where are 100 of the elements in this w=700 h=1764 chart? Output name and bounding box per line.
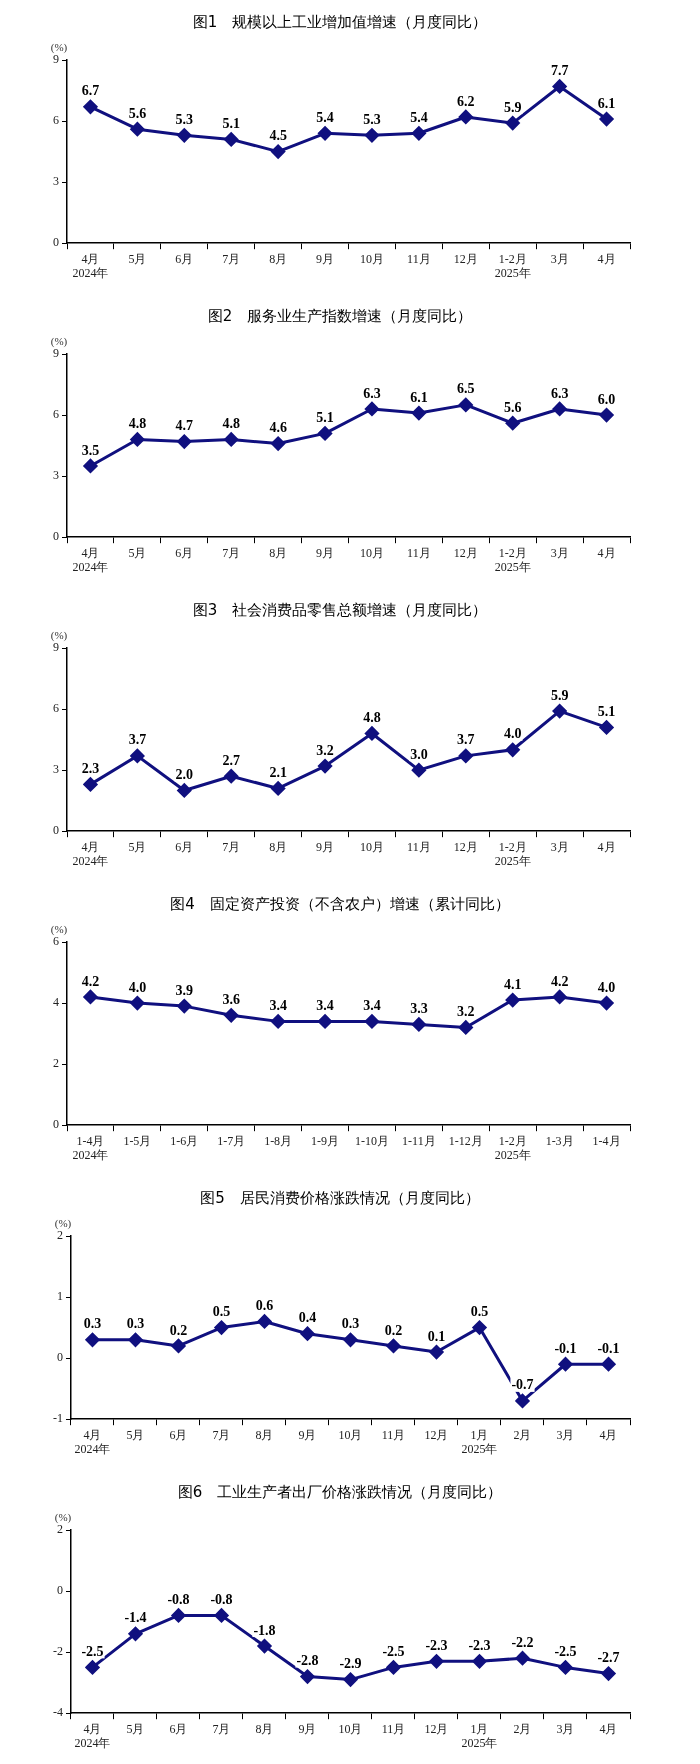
x-tick-label: 1-10月 xyxy=(354,1133,389,1148)
y-axis-title: (%) xyxy=(54,1511,72,1525)
data-label: 6.5 xyxy=(457,381,475,397)
data-label: -0.8 xyxy=(167,1592,190,1608)
x-tick-label: 1-8月 xyxy=(264,1133,293,1148)
data-label: 3.4 xyxy=(363,998,381,1013)
data-label: -2.2 xyxy=(511,1634,534,1650)
y-tick-label: 2 xyxy=(57,1522,63,1537)
x-tick-label: 11月 xyxy=(381,1721,406,1736)
x-tick-label: 12月 xyxy=(453,545,478,560)
data-label: 4.2 xyxy=(550,973,569,989)
point xyxy=(386,1338,401,1353)
data-label: 0.3 xyxy=(83,1316,102,1332)
x-tick-label: 9月 xyxy=(298,1427,317,1442)
x-tick-label: 7月 xyxy=(212,1721,231,1736)
x-tick-label: 1-6月 xyxy=(170,1133,199,1148)
x-tick-label: 3月 xyxy=(556,1427,575,1442)
x-tick-label: 4月 xyxy=(599,1427,618,1442)
chart-title: 图6 工业生产者出厂价格涨跌情况（月度同比） xyxy=(177,1482,503,1501)
data-label: 0.4 xyxy=(298,1310,317,1326)
data-label: 5.6 xyxy=(503,399,522,415)
data-label: 3.2 xyxy=(316,742,334,758)
point xyxy=(515,1651,530,1666)
data-label: 0.1 xyxy=(427,1328,446,1344)
point xyxy=(83,777,98,792)
x-tick-label: 6月 xyxy=(175,839,194,854)
point xyxy=(429,1654,444,1669)
data-label: 0.3 xyxy=(341,1316,360,1332)
x-tick-label: 2月 xyxy=(513,1721,532,1736)
x-tick-label: 5月 xyxy=(126,1427,145,1442)
x-tick-label: 1-12月 xyxy=(448,1133,483,1148)
x-tick-label: 3月 xyxy=(550,839,569,854)
data-label: 6.1 xyxy=(597,95,616,111)
point xyxy=(558,1660,573,1675)
data-label: 6.0 xyxy=(597,391,616,407)
point xyxy=(601,1666,616,1681)
y-tick-label: 6 xyxy=(53,701,59,716)
y-axis-title: (%) xyxy=(54,1217,72,1231)
data-label: -0.1 xyxy=(597,1340,620,1356)
point xyxy=(257,1314,272,1329)
x-tick-label: 3月 xyxy=(550,545,569,560)
data-label: -2.5 xyxy=(382,1644,405,1660)
data-label: -0.7 xyxy=(511,1377,534,1393)
data-label: 4.0 xyxy=(503,726,522,742)
x-tick-label: 4月 xyxy=(599,1721,618,1736)
point xyxy=(130,748,145,763)
data-label: -2.3 xyxy=(468,1637,491,1653)
y-tick-label: 4 xyxy=(53,995,59,1010)
point xyxy=(552,704,567,719)
y-tick-label: 3 xyxy=(53,174,59,189)
point xyxy=(599,408,614,423)
data-label: 5.9 xyxy=(503,99,522,115)
x-tick-label: 1-2月 2025年 xyxy=(494,545,531,574)
point xyxy=(411,126,426,141)
data-label: 6.7 xyxy=(81,83,100,99)
x-tick-label: 6月 xyxy=(175,545,194,560)
point xyxy=(458,748,473,763)
point xyxy=(300,1669,315,1684)
y-tick-label: 2 xyxy=(57,1228,63,1243)
y-axis-title: (%) xyxy=(50,629,68,643)
y-tick-label: 3 xyxy=(53,468,59,483)
x-tick-label: 7月 xyxy=(222,251,241,266)
x-tick-label: 8月 xyxy=(269,545,288,560)
x-tick-label: 9月 xyxy=(316,839,335,854)
data-label: 5.1 xyxy=(597,704,616,719)
point xyxy=(552,401,567,416)
point xyxy=(364,726,379,741)
point xyxy=(599,112,614,127)
x-tick-label: 5月 xyxy=(126,1721,145,1736)
x-tick-label: 1-2月 2025年 xyxy=(494,839,531,868)
point xyxy=(552,989,567,1004)
point xyxy=(271,436,286,451)
data-label: -2.3 xyxy=(425,1637,448,1653)
y-tick-label: 9 xyxy=(53,640,59,655)
point xyxy=(128,1332,143,1347)
data-label: 3.4 xyxy=(269,998,287,1013)
point xyxy=(558,1357,573,1372)
point xyxy=(318,759,333,774)
point xyxy=(472,1320,487,1335)
point xyxy=(177,783,192,798)
x-tick-label: 4月 2024年 xyxy=(72,545,109,574)
data-label: 2.3 xyxy=(81,760,100,776)
point xyxy=(472,1654,487,1669)
data-label: 5.3 xyxy=(363,111,381,127)
point xyxy=(300,1326,315,1341)
x-tick-label: 3月 xyxy=(556,1721,575,1736)
x-tick-label: 5月 xyxy=(128,545,147,560)
x-tick-label: 1-11月 xyxy=(402,1133,436,1148)
x-tick-label: 1月 2025年 xyxy=(461,1721,498,1750)
point xyxy=(257,1639,272,1654)
data-label: 4.5 xyxy=(269,128,287,144)
data-label: -2.7 xyxy=(597,1650,620,1666)
data-label: 7.7 xyxy=(550,63,569,79)
point xyxy=(505,742,520,757)
data-label: 5.1 xyxy=(316,410,334,425)
x-tick-label: 1-7月 xyxy=(217,1133,246,1148)
data-label: -0.8 xyxy=(210,1592,233,1608)
x-tick-label: 5月 xyxy=(128,251,147,266)
point xyxy=(505,416,520,431)
point xyxy=(214,1320,229,1335)
